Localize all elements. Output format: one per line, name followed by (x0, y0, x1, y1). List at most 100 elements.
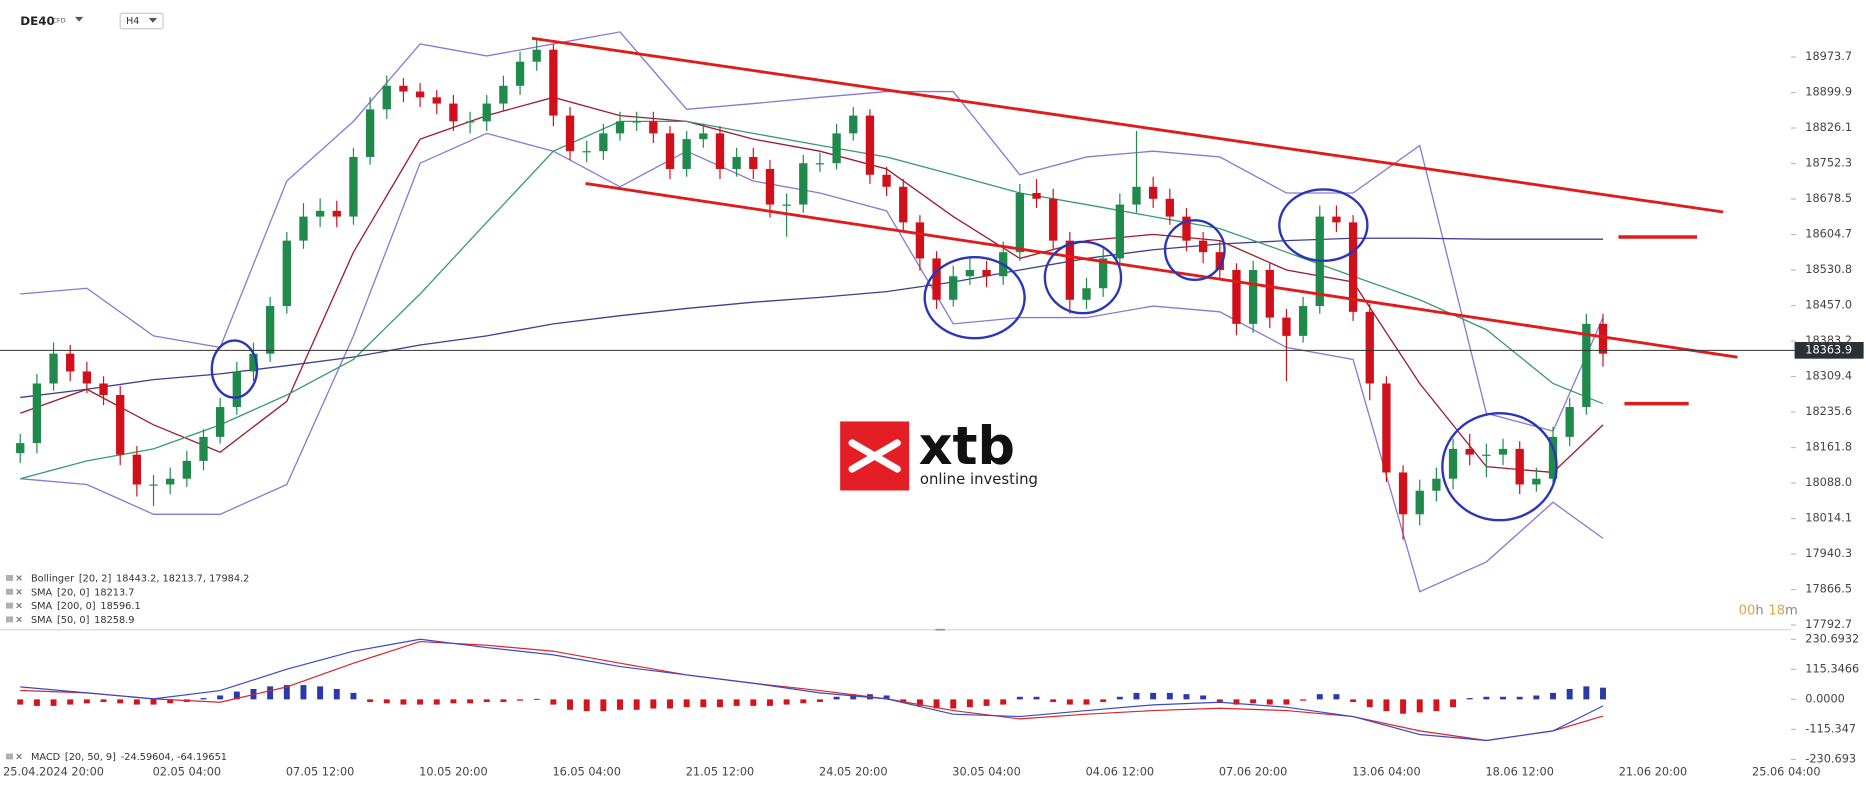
candle-body (265, 306, 275, 354)
histogram-bar (1133, 692, 1140, 700)
channel-lower-line[interactable] (585, 182, 1738, 359)
histogram-bar (67, 699, 74, 705)
histogram-bar (350, 692, 357, 700)
highlight-ellipse[interactable] (1163, 219, 1226, 282)
histogram-bar (1216, 699, 1223, 702)
candle-body (349, 156, 358, 217)
candle-body (1232, 269, 1241, 324)
candle-body (715, 133, 725, 169)
legend-remove[interactable] (16, 575, 22, 581)
histogram-bar (750, 699, 757, 706)
histogram-bar (333, 688, 340, 700)
logo-mark (848, 439, 901, 473)
candle-body (932, 258, 941, 300)
histogram-bar (733, 699, 740, 706)
histogram-bar (1350, 699, 1357, 702)
logo-brand: xtb (919, 416, 1015, 477)
legend-params: [20, 2] (79, 574, 111, 585)
candle-body (682, 139, 691, 169)
legend-remove[interactable] (16, 616, 22, 623)
candle-body (1398, 472, 1408, 515)
histogram-bar (933, 699, 940, 709)
histogram-bar (233, 691, 240, 700)
histogram-bar (1383, 699, 1390, 712)
last-price-box (1794, 342, 1864, 359)
y-tick-label: 115.3466 (1805, 662, 1859, 675)
legend-entry: SMA [20, 0] 18213.7 (31, 587, 135, 598)
candle-body (799, 163, 808, 205)
histogram-bar (467, 699, 474, 704)
highlight-ellipse[interactable] (1043, 240, 1123, 315)
legend-remove[interactable] (16, 588, 22, 595)
highlight-ellipse[interactable] (1441, 411, 1558, 522)
histogram-bar (1450, 699, 1457, 708)
candle-body (1332, 216, 1341, 223)
histogram-bar (600, 699, 607, 712)
x-tick-label: 25.06 04:00 (1752, 766, 1821, 779)
y-tick-label: 18899.9 (1805, 86, 1852, 99)
channel-upper-line[interactable] (531, 36, 1724, 214)
candle-body (465, 121, 475, 123)
histogram-bar (1283, 699, 1290, 705)
candle-body (1415, 490, 1424, 515)
histogram-bar (1150, 692, 1157, 700)
candle-body (132, 454, 142, 485)
histogram-bar (850, 694, 857, 700)
candle-body (1082, 288, 1091, 300)
candle-body (1432, 478, 1441, 491)
instrument: CFD (52, 16, 65, 24)
histogram-bar (17, 699, 24, 705)
legend-readout: 18443.2, 18213.7, 17984.2 (116, 574, 249, 585)
candle-body (965, 269, 975, 277)
macd-layer (17, 638, 1606, 742)
y-tick-label: 18309.4 (1805, 370, 1852, 383)
candle-body (1465, 448, 1474, 455)
candle-body (249, 353, 258, 372)
histogram-bar (1200, 695, 1207, 700)
candle-body (1065, 240, 1075, 300)
timeframe-dropdown (148, 18, 158, 23)
candle-body (599, 133, 608, 152)
logo-tagline: online investing (920, 470, 1038, 488)
candle-body (1532, 478, 1541, 485)
highlight-ellipse[interactable] (923, 256, 1026, 340)
candle-body (515, 61, 525, 86)
candle-layer (16, 39, 1608, 540)
histogram-bar (1566, 688, 1573, 700)
histogram-bar (367, 699, 374, 702)
countdown-hours-unit: h (1755, 603, 1763, 618)
candle-body (782, 204, 791, 206)
candle-body (149, 484, 158, 486)
histogram-bar (317, 686, 324, 700)
candle-body (116, 395, 125, 455)
legend-readout: 18213.7 (94, 587, 134, 598)
last-price-label: 18363.9 (1805, 343, 1852, 356)
overlay-layer: 18363.9 (0, 342, 1864, 359)
candle-body (1548, 436, 1558, 479)
highlight-ellipse[interactable] (1278, 188, 1369, 262)
legend-remove[interactable] (16, 602, 22, 609)
histogram-bar (1166, 692, 1173, 700)
candle-body (1582, 323, 1591, 408)
highlight-ellipse[interactable] (210, 339, 259, 399)
histogram-bar (1300, 699, 1307, 701)
legend-icon (5, 616, 14, 623)
legend-remove[interactable] (16, 753, 22, 760)
histogram-bar (400, 699, 407, 705)
legend-name: SMA (31, 587, 53, 598)
y-tick-label: 18161.8 (1805, 441, 1852, 454)
y-tick-label: 18678.5 (1805, 192, 1852, 205)
histogram-bar (1233, 699, 1240, 705)
legend-entry: SMA [200, 0] 18596.1 (31, 601, 141, 612)
histogram-bar (83, 699, 90, 704)
candle-body (182, 460, 192, 479)
candle-body (765, 168, 775, 205)
candle-body (582, 151, 591, 153)
candle-body (832, 133, 841, 164)
timeframe-box[interactable] (119, 12, 164, 30)
symbol-dropdown[interactable] (74, 16, 84, 22)
histogram-bar (683, 699, 690, 708)
y-tick-label: 17866.5 (1805, 583, 1852, 596)
countdown-minutes-unit: m (1785, 603, 1798, 618)
